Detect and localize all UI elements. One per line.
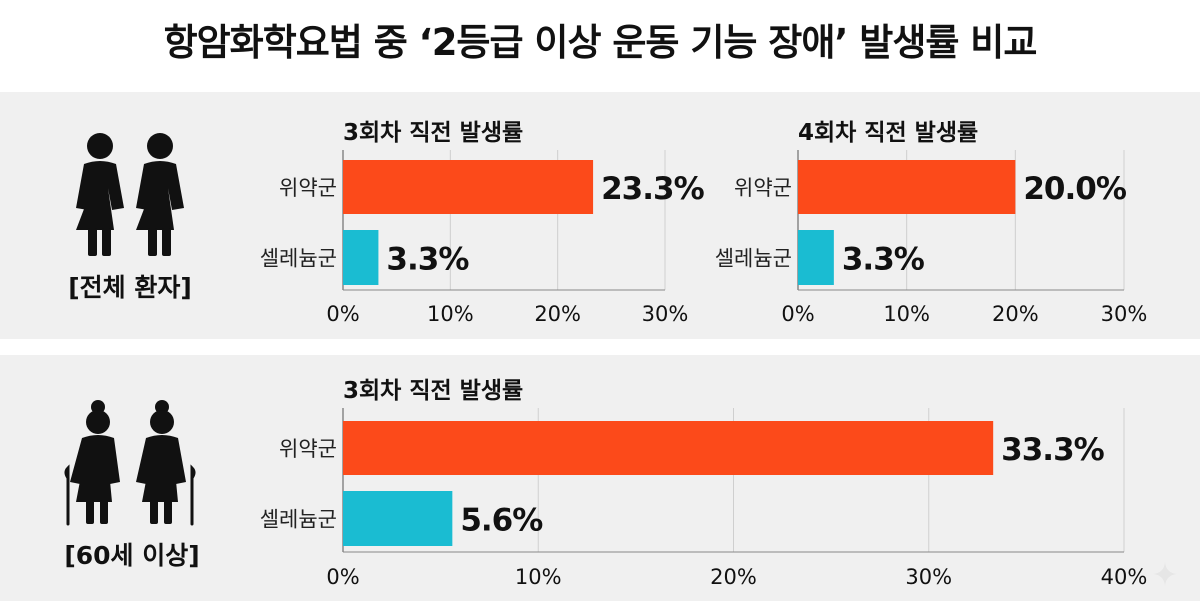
x-tick-label: 0%	[326, 565, 359, 589]
x-tick-label: 20%	[992, 302, 1039, 326]
x-tick-label: 30%	[905, 565, 952, 589]
bar	[343, 160, 594, 214]
bar	[343, 230, 379, 285]
x-tick-label: 30%	[642, 302, 689, 326]
chart-title: 3회차 직전 발생률	[343, 378, 523, 404]
x-tick-label: 30%	[1101, 302, 1148, 326]
chart-title: 4회차 직전 발생률	[798, 120, 978, 146]
group-label-elderly: [60세 이상]	[64, 541, 200, 570]
bar	[343, 421, 994, 475]
data-label: 5.6%	[460, 503, 543, 539]
x-tick-label: 10%	[427, 302, 474, 326]
data-label: 33.3%	[1001, 432, 1104, 468]
x-tick-label: 10%	[515, 565, 562, 589]
sparkle-icon	[1153, 562, 1177, 586]
bar	[798, 160, 1016, 214]
data-label: 20.0%	[1023, 171, 1126, 207]
category-label: 위약군	[734, 176, 792, 200]
x-tick-label: 0%	[326, 302, 359, 326]
panel-all-patients	[0, 92, 1200, 339]
category-label: 위약군	[279, 176, 337, 200]
category-label: 셀레늄군	[715, 247, 792, 271]
x-tick-label: 0%	[781, 302, 814, 326]
x-tick-label: 10%	[883, 302, 930, 326]
x-tick-label: 20%	[710, 565, 757, 589]
category-label: 셀레늄군	[260, 247, 337, 271]
panel-elderly	[0, 355, 1200, 601]
data-label: 23.3%	[601, 171, 704, 207]
chart-title: 3회차 직전 발생률	[343, 120, 523, 146]
group-label-all: [전체 환자]	[68, 273, 192, 302]
category-label: 셀레늄군	[260, 508, 337, 532]
page-title: 항암화학요법 중 ‘2등급 이상 운동 기능 장애’ 발생률 비교	[163, 21, 1038, 64]
data-label: 3.3%	[842, 242, 925, 278]
category-label: 위약군	[279, 437, 337, 461]
two-elderly-women-with-canes-icon	[64, 400, 196, 526]
bar	[798, 230, 834, 285]
bar	[343, 491, 453, 546]
x-tick-label: 40%	[1101, 565, 1148, 589]
two-women-icon	[76, 133, 184, 256]
x-tick-label: 20%	[534, 302, 581, 326]
data-label: 3.3%	[386, 242, 469, 278]
